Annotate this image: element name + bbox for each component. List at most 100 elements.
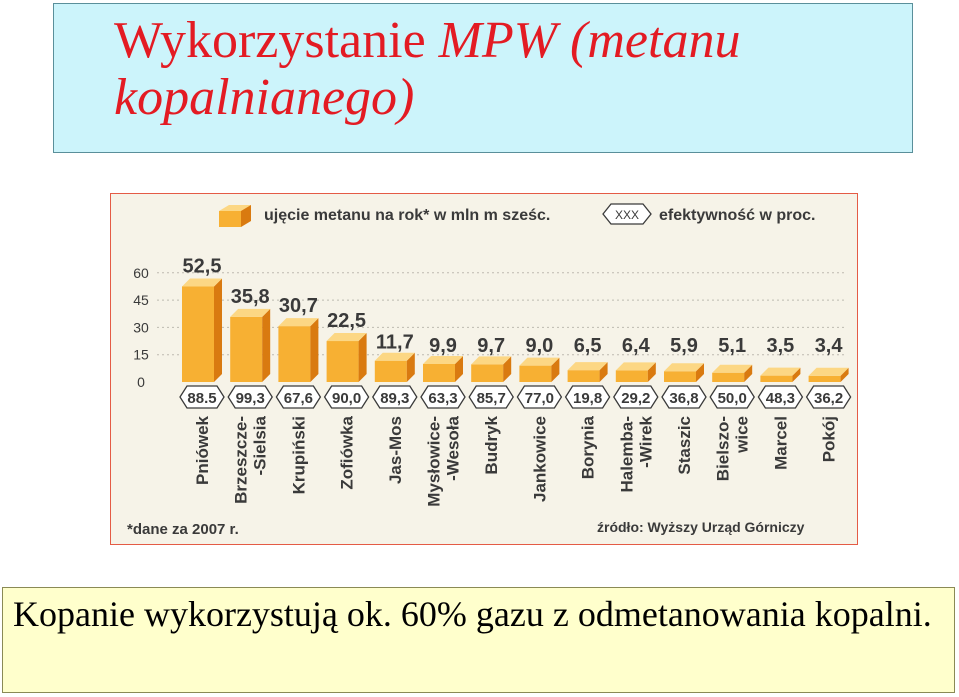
category-label-line: Borynia bbox=[579, 415, 598, 479]
value-label: 11,7 bbox=[376, 332, 414, 354]
category-label-line: Jankowice bbox=[530, 416, 549, 502]
category-label: Halemba- -Wirek bbox=[617, 415, 655, 492]
efficiency-hexagon: 48,3 bbox=[757, 385, 804, 409]
efficiency-hexagon: 88.5 bbox=[179, 385, 225, 409]
bar-side bbox=[551, 357, 560, 382]
category-label: Budryk bbox=[482, 415, 501, 474]
bar-front bbox=[278, 326, 311, 382]
y-tick-label: 30 bbox=[133, 319, 149, 335]
bar bbox=[230, 308, 271, 382]
category-label-line: Bielszo- bbox=[714, 416, 733, 481]
bar-front bbox=[760, 375, 793, 382]
efficiency-hexagon: 29,2 bbox=[613, 385, 659, 409]
category-label: Brzeszcze- -Sielsia bbox=[232, 415, 270, 503]
category-label-line: -Wesoła bbox=[444, 415, 463, 480]
efficiency-hexagon-shape bbox=[323, 385, 370, 409]
bar-top bbox=[374, 352, 415, 361]
efficiency-hexagon-shape bbox=[564, 385, 611, 409]
category-label: Marcel bbox=[771, 416, 790, 470]
bar-side bbox=[840, 367, 849, 382]
value-label: 52,5 bbox=[183, 255, 222, 277]
efficiency-hexagon: 50,0 bbox=[709, 385, 755, 409]
category-label: Bielszo-wice bbox=[714, 416, 752, 481]
category-label: Borynia bbox=[579, 415, 598, 479]
bar bbox=[712, 364, 753, 382]
category-label-line: Pniówek bbox=[193, 415, 212, 485]
bar-side bbox=[599, 362, 608, 382]
bar-side bbox=[647, 362, 656, 382]
bar bbox=[423, 355, 463, 382]
efficiency-label: 99,3 bbox=[236, 390, 265, 407]
bar-top bbox=[664, 363, 704, 372]
value-label: 22,5 bbox=[327, 310, 366, 332]
bar-top bbox=[278, 318, 319, 327]
bar-top bbox=[712, 364, 753, 373]
bar-side bbox=[792, 367, 801, 382]
bar-front bbox=[230, 316, 263, 382]
title-part-2: MPW (metanu kopalnianego) bbox=[114, 12, 741, 126]
bar-side bbox=[503, 356, 512, 382]
efficiency-label: 50,0 bbox=[718, 390, 747, 407]
title-part-1: Wykorzystanie bbox=[114, 12, 439, 69]
bar bbox=[567, 362, 608, 382]
bar-front bbox=[326, 341, 359, 382]
chart-footnote: *dane za 2007 r. bbox=[127, 521, 239, 538]
efficiency-label: 19,8 bbox=[573, 390, 602, 407]
bar-front bbox=[182, 286, 214, 382]
efficiency-hexagon: 19,8 bbox=[564, 385, 611, 409]
efficiency-hexagon: 67,6 bbox=[275, 385, 322, 409]
value-label: 5,9 bbox=[670, 335, 698, 357]
bar-side bbox=[310, 318, 319, 382]
bar bbox=[808, 367, 849, 382]
bar bbox=[326, 333, 367, 382]
bar-top bbox=[182, 278, 222, 287]
efficiency-label: 29,2 bbox=[621, 390, 650, 407]
category-label: Pniówek bbox=[193, 415, 212, 485]
category-label-line: Krupiński bbox=[289, 416, 308, 494]
y-tick-label: 45 bbox=[133, 292, 149, 308]
bar-front bbox=[471, 364, 504, 382]
bar-front bbox=[567, 370, 600, 382]
legend-efficiency-icon: XXX bbox=[602, 203, 652, 225]
efficiency-label: 89,3 bbox=[380, 390, 409, 407]
legend-bar-icon bbox=[219, 205, 251, 227]
bar-front bbox=[808, 375, 841, 382]
efficiency-label: 77,0 bbox=[525, 390, 554, 407]
category-label-line: Pokój bbox=[820, 416, 839, 462]
value-label: 9,0 bbox=[525, 335, 553, 357]
category-label: Staszic bbox=[675, 416, 694, 475]
efficiency-hexagon-shape bbox=[468, 385, 514, 409]
bar-side bbox=[406, 352, 415, 382]
value-label: 35,8 bbox=[231, 286, 270, 308]
bar-top bbox=[326, 333, 367, 342]
bar bbox=[519, 357, 560, 382]
bar-chart: 60 45 30 15 0 52,5 88.5 Pniówek 35,8 99,3 Brzeszcz… bbox=[127, 203, 852, 538]
category-label-line: Budryk bbox=[482, 415, 501, 474]
value-label: 3,4 bbox=[815, 335, 844, 357]
efficiency-hexagon-shape bbox=[179, 385, 225, 409]
category-label-line: -Wirek bbox=[636, 415, 655, 467]
value-label: 6,5 bbox=[574, 335, 602, 357]
bar-top bbox=[230, 308, 271, 317]
efficiency-label: 48,3 bbox=[766, 390, 795, 407]
efficiency-label: 63,3 bbox=[428, 390, 457, 407]
category-label-line: -Sielsia bbox=[251, 415, 270, 475]
efficiency-hexagon: 89,3 bbox=[372, 385, 418, 409]
value-label: 9,7 bbox=[477, 335, 505, 357]
bar-side bbox=[262, 308, 271, 382]
efficiency-hexagon-shape bbox=[516, 385, 563, 409]
bar-top bbox=[423, 355, 463, 364]
legend-efficiency-label: efektywność w proc. bbox=[659, 207, 816, 224]
category-label-line: Mysłowice- bbox=[425, 416, 444, 507]
efficiency-hexagon: 63,3 bbox=[420, 385, 466, 409]
bar bbox=[760, 367, 801, 382]
efficiency-label: 85,7 bbox=[477, 390, 506, 407]
category-label: Zofiówka bbox=[338, 415, 357, 489]
bar-front bbox=[615, 370, 648, 382]
bar-front bbox=[423, 363, 455, 382]
efficiency-hexagon-shape bbox=[709, 385, 755, 409]
bar bbox=[374, 352, 415, 382]
bar bbox=[182, 278, 222, 382]
y-tick-label: 60 bbox=[133, 265, 149, 281]
category-label-line: Marcel bbox=[771, 416, 790, 470]
